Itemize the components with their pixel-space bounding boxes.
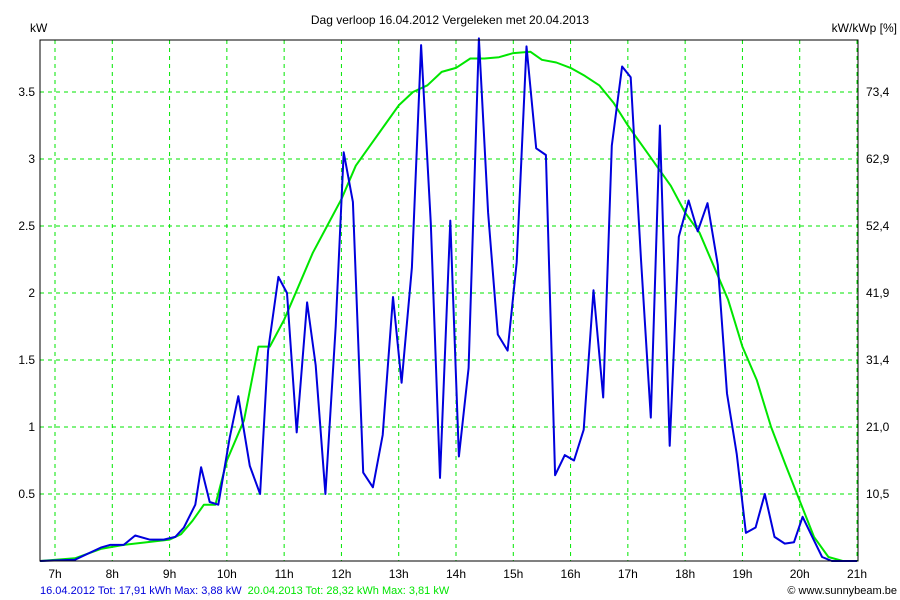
x-tick-label: 12h [331, 567, 351, 581]
chart-title: Dag verloop 16.04.2012 Vergeleken met 20… [311, 13, 590, 27]
plot-frame [39, 39, 859, 562]
y2-tick-label: 31,4 [866, 353, 890, 367]
x-tick-label: 10h [217, 567, 237, 581]
y2-tick-label: 10,5 [866, 487, 890, 501]
legend-series-1: 16.04.2012 Tot: 17,91 kWh Max: 3,88 kW [40, 585, 242, 597]
grid [40, 40, 858, 561]
credit: © www.sunnybeam.be [787, 585, 897, 597]
x-tick-label: 18h [675, 567, 695, 581]
x-tick-label: 17h [618, 567, 638, 581]
y2-tick-label: 73,4 [866, 85, 890, 99]
y-tick-label: 2 [28, 286, 35, 300]
y2-tick-label: 62,9 [866, 152, 890, 166]
y2-tick-label: 21,0 [866, 420, 890, 434]
y-tick-label: 0.5 [18, 487, 35, 501]
x-tick-label: 11h [275, 567, 294, 581]
x-tick-label: 15h [503, 567, 523, 581]
x-tick-label: 20h [790, 567, 810, 581]
y2-tick-label: 41,9 [866, 286, 890, 300]
x-tick-label: 9h [163, 567, 176, 581]
y-tick-label: 2.5 [18, 219, 35, 233]
y2-axis-label: kW/kWp [%] [832, 21, 897, 35]
legend: 16.04.2012 Tot: 17,91 kWh Max: 3,88 kW 2… [40, 585, 450, 597]
y-tick-label: 1 [28, 420, 35, 434]
legend-series-2: 20.04.2013 Tot: 28,32 kWh Max: 3,81 kW [248, 585, 450, 597]
series-lines [40, 37, 857, 562]
y-tick-label: 3 [28, 152, 35, 166]
x-tick-label: 16h [561, 567, 581, 581]
x-tick-label: 7h [48, 567, 61, 581]
y2-tick-label: 52,4 [866, 219, 890, 233]
y-axis-label: kW [30, 21, 48, 35]
tick-labels: 7h 8h 9h 10h 11h 12h 13h 14h 15h 16h 17h 18h 19h 20h 2… [18, 85, 889, 581]
series-line-16.04.2012 [40, 37, 857, 562]
x-tick-label: 19h [732, 567, 752, 581]
y-tick-label: 3.5 [18, 85, 35, 99]
x-tick-label: 21h [847, 567, 867, 581]
x-tick-label: 8h [106, 567, 119, 581]
y-tick-label: 1.5 [18, 353, 35, 367]
x-tick-label: 14h [446, 567, 466, 581]
series-line-20.04.2013 [40, 50, 857, 562]
x-tick-label: 13h [389, 567, 409, 581]
